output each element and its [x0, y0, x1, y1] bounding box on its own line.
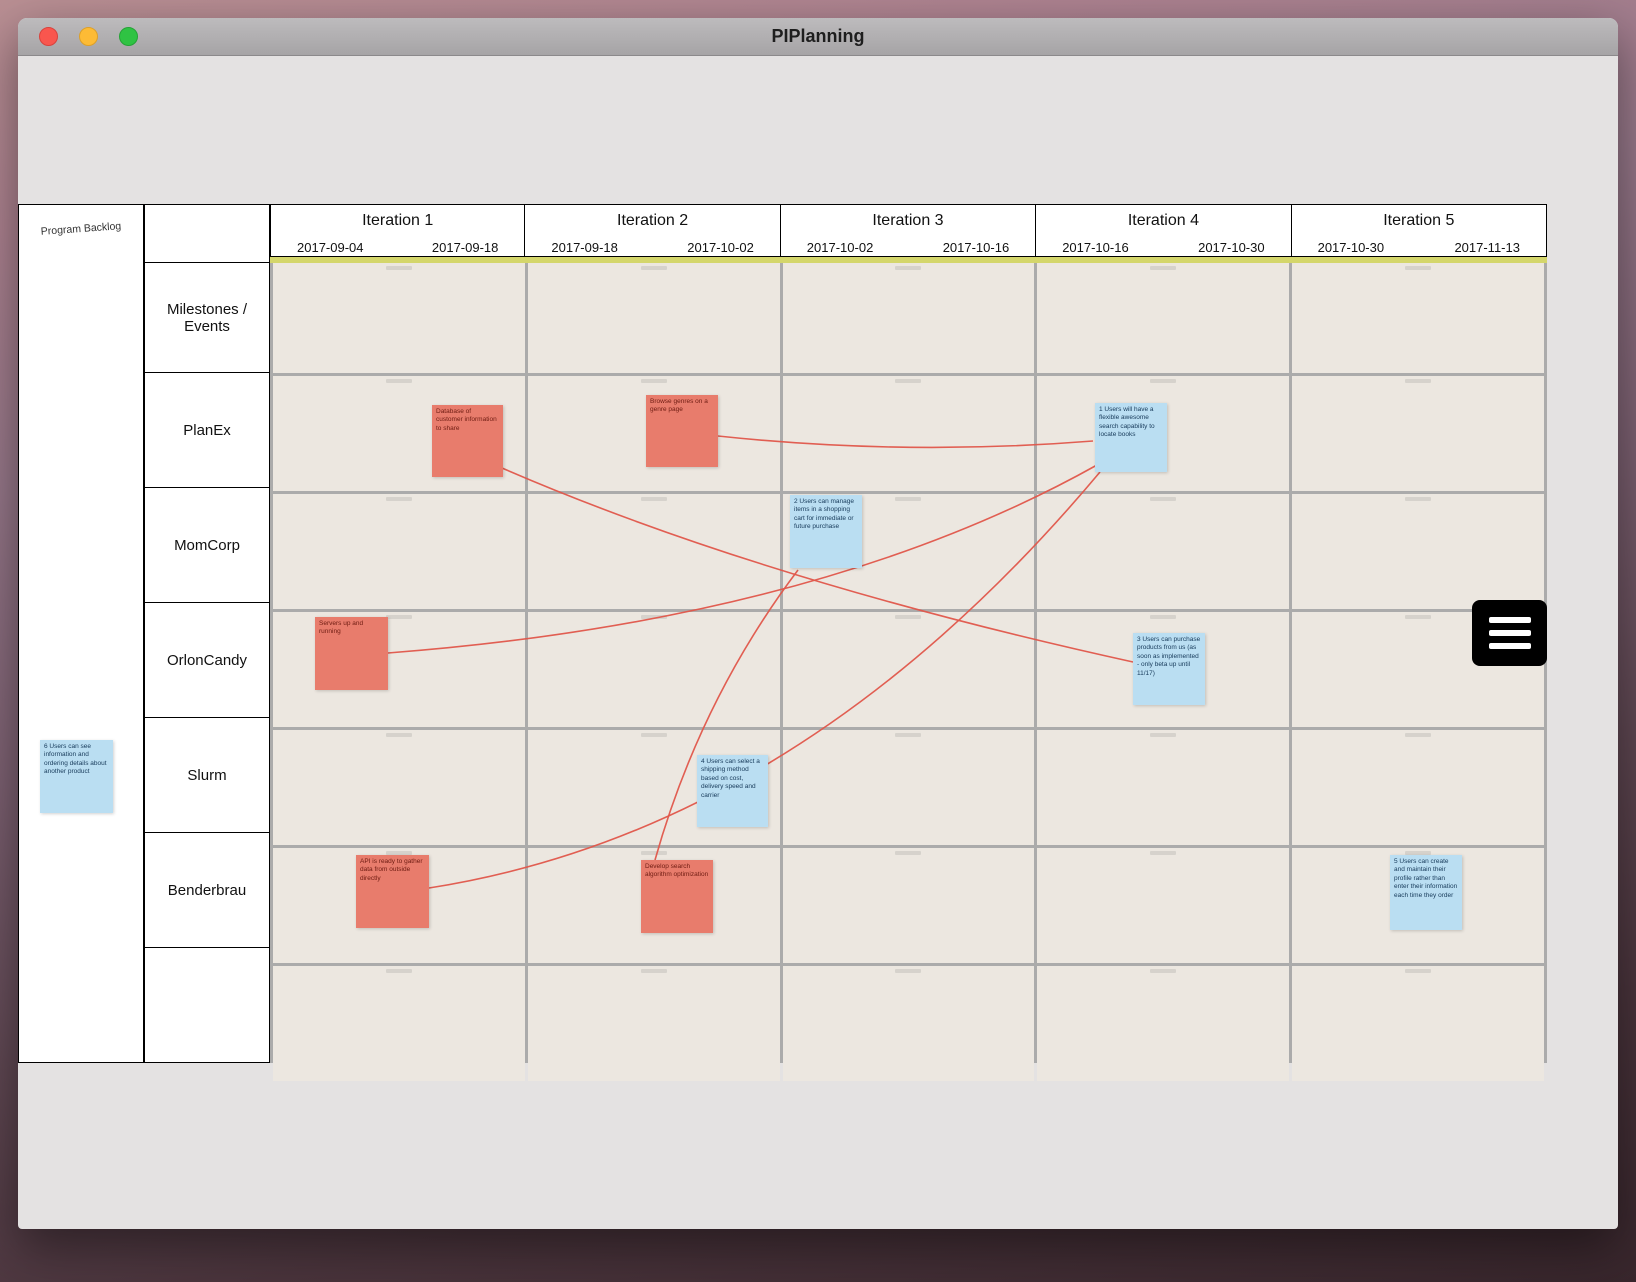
pi-planning-board: Program Backlog Milestones / Events PlanE…	[18, 204, 1618, 1081]
iteration-end-date: 2017-10-16	[942, 240, 1010, 255]
grid-cell-row5-iter3[interactable]	[782, 730, 1035, 845]
iteration-start-date: 2017-10-30	[1317, 240, 1385, 255]
note-backlog[interactable]: 6 Users can see information and ordering…	[40, 740, 113, 813]
row-label-momcorp: MomCorp	[144, 488, 270, 603]
grid-cell-row5-iter1[interactable]	[273, 730, 525, 845]
hamburger-icon	[1488, 630, 1531, 636]
row-label-milestones-events: Milestones / Events	[144, 263, 270, 373]
note-planex-it4[interactable]: 1 Users will have a flexible awesome sea…	[1095, 403, 1167, 472]
grid-cell-row7-iter4[interactable]	[1037, 966, 1290, 1081]
grid-cell-row1-iter5[interactable]	[1292, 263, 1544, 373]
grid-cell-row3-iter5[interactable]	[1292, 494, 1544, 609]
grid-cell-row7-iter3[interactable]	[782, 966, 1035, 1081]
minimize-button[interactable]	[79, 27, 98, 46]
row-label-orloncandy: OrlonCandy	[144, 603, 270, 718]
note-momcorp-it3[interactable]: 2 Users can manage items in a shopping c…	[790, 495, 862, 568]
iteration-header-5: Iteration 5 2017-10-30 2017-11-13	[1290, 204, 1547, 257]
grid-cell-row5-iter5[interactable]	[1292, 730, 1544, 845]
iteration-header-row: Iteration 1 2017-09-04 2017-09-18 Iteration…	[270, 204, 1547, 257]
iteration-start-date: 2017-10-16	[1062, 240, 1129, 255]
program-backlog-column[interactable]: Program Backlog	[18, 204, 144, 1063]
grid-cell-row7-iter1[interactable]	[273, 966, 525, 1081]
iteration-label: Iteration 5	[1383, 212, 1455, 229]
iteration-end-date: 2017-11-13	[1454, 240, 1520, 255]
iteration-header-4: Iteration 4 2017-10-16 2017-10-30	[1035, 204, 1292, 257]
grid-cell-row4-iter2[interactable]	[527, 612, 780, 727]
grid-cell-row7-iter5[interactable]	[1292, 966, 1544, 1081]
note-orloncandy-it4[interactable]: 3 Users can purchase products from us (a…	[1133, 633, 1205, 705]
title-bar: PIPlanning	[18, 18, 1618, 56]
note-benderbrau-it2[interactable]: Develop search algorithm optimization	[641, 860, 713, 933]
row-label-empty	[144, 948, 270, 1063]
iteration-end-date: 2017-09-18	[431, 240, 499, 255]
iteration-header-1: Iteration 1 2017-09-04 2017-09-18	[270, 204, 526, 257]
board-grid	[270, 263, 1547, 1081]
grid-cell-row6-iter4[interactable]	[1037, 848, 1290, 963]
zoom-button[interactable]	[119, 27, 138, 46]
grid-cell-row2-iter3[interactable]	[782, 376, 1035, 491]
board-menu-button[interactable]	[1472, 600, 1547, 666]
row-label-slurm: Slurm	[144, 718, 270, 833]
close-button[interactable]	[39, 27, 58, 46]
grid-cell-row4-iter1[interactable]	[273, 612, 525, 727]
iteration-start-date: 2017-09-18	[551, 240, 618, 255]
row-label-column: Milestones / Events PlanEx MomCorp OrlonCan…	[144, 204, 270, 1063]
iteration-label: Iteration 1	[362, 212, 434, 229]
grid-cell-row1-iter2[interactable]	[527, 263, 780, 373]
window-title: PIPlanning	[771, 26, 865, 46]
grid-cell-row6-iter3[interactable]	[782, 848, 1035, 963]
grid-cell-row7-iter2[interactable]	[527, 966, 780, 1081]
iteration-header-3: Iteration 3 2017-10-02 2017-10-16	[779, 204, 1037, 257]
note-benderbrau-it5[interactable]: 5 Users can create and maintain their pr…	[1390, 855, 1462, 930]
note-benderbrau-it1[interactable]: API is ready to gather data from outside…	[356, 855, 429, 928]
iteration-label: Iteration 4	[1127, 212, 1199, 229]
iteration-header-2: Iteration 2 2017-09-18 2017-10-02	[524, 204, 781, 257]
note-slurm-it2[interactable]: 4 Users can select a shipping method bas…	[697, 755, 768, 827]
app-window: PIPlanning Program Backlog Milestones / …	[18, 18, 1618, 1229]
iteration-end-date: 2017-10-30	[1198, 240, 1265, 255]
grid-cell-row3-iter4[interactable]	[1037, 494, 1290, 609]
note-planex-it2[interactable]: Browse genres on a genre page	[646, 395, 718, 467]
iteration-end-date: 2017-10-02	[687, 240, 754, 255]
hamburger-icon	[1488, 617, 1531, 623]
program-backlog-label: Program Backlog	[40, 220, 122, 238]
grid-cell-row4-iter3[interactable]	[782, 612, 1035, 727]
iteration-start-date: 2017-10-02	[806, 240, 874, 255]
grid-cell-row3-iter2[interactable]	[527, 494, 780, 609]
grid-cell-row5-iter4[interactable]	[1037, 730, 1290, 845]
grid-cell-row1-iter3[interactable]	[782, 263, 1035, 373]
iteration-label: Iteration 2	[617, 212, 689, 229]
row-label-header-cell	[144, 204, 270, 263]
note-planex-it1[interactable]: Database of customer information to shar…	[432, 405, 503, 477]
timeline-accent-bar	[270, 257, 1547, 263]
grid-cell-row1-iter1[interactable]	[273, 263, 525, 373]
iteration-start-date: 2017-09-04	[297, 240, 364, 255]
hamburger-icon	[1488, 643, 1531, 649]
row-label-planex: PlanEx	[144, 373, 270, 488]
grid-cell-row1-iter4[interactable]	[1037, 263, 1290, 373]
grid-cell-row2-iter5[interactable]	[1292, 376, 1544, 491]
iteration-label: Iteration 3	[872, 212, 944, 229]
grid-cell-row3-iter1[interactable]	[273, 494, 525, 609]
traffic-lights	[39, 27, 138, 46]
note-orloncandy-it1[interactable]: Servers up and running	[315, 617, 388, 690]
row-label-benderbrau: Benderbrau	[144, 833, 270, 948]
